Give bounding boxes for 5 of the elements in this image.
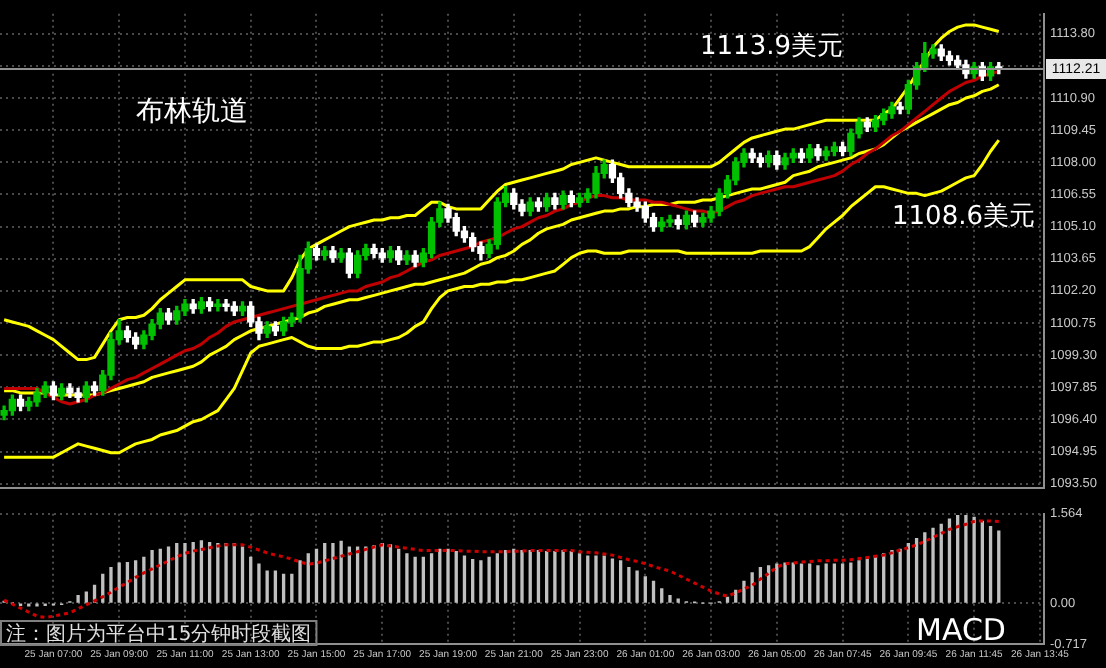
annotation: MACD [916, 612, 1006, 648]
annotation: 1113.9美元 [700, 30, 843, 62]
annotation: 布林轨道 [136, 96, 248, 128]
annotation: 1108.6美元 [892, 200, 1035, 232]
annotation: 注：图片为平台中15分钟时段截图 [6, 622, 312, 646]
